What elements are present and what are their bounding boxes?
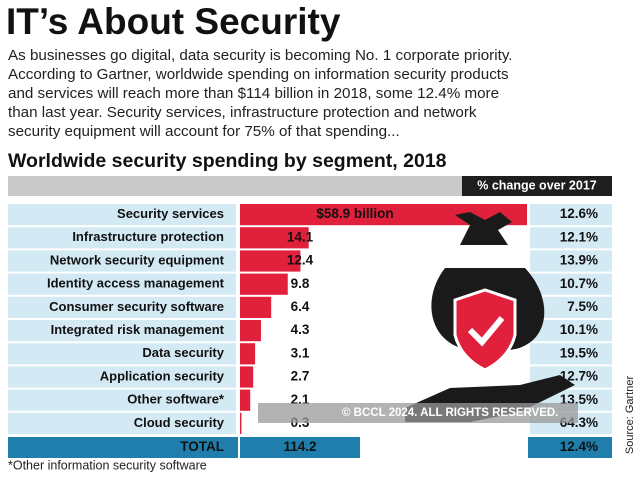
label-cell bbox=[8, 227, 236, 249]
bar bbox=[240, 366, 254, 388]
change-cell bbox=[530, 296, 612, 318]
category-label: Security services bbox=[117, 206, 224, 221]
change-value: 10.7% bbox=[560, 276, 598, 291]
change-value: 13.9% bbox=[560, 253, 598, 268]
bar bbox=[240, 296, 272, 318]
label-cell bbox=[8, 320, 236, 342]
value-label: 4.3 bbox=[291, 322, 310, 337]
change-header: % change over 2017 bbox=[477, 178, 597, 192]
category-label: Data security bbox=[142, 345, 224, 360]
category-label: Network security equipment bbox=[50, 252, 225, 267]
category-label: Infrastructure protection bbox=[72, 229, 224, 244]
category-label: Integrated risk management bbox=[51, 322, 225, 337]
check bbox=[467, 316, 505, 347]
total-label: TOTAL bbox=[180, 439, 224, 454]
change-cell bbox=[530, 227, 612, 249]
bar bbox=[240, 320, 261, 342]
bar bbox=[240, 412, 242, 434]
change-cell bbox=[530, 204, 612, 226]
label-cell bbox=[8, 250, 236, 272]
change-cell bbox=[530, 273, 612, 295]
change-value: 7.5% bbox=[567, 299, 598, 314]
rows: Security services $58.9 billion 12.6% Infra… bbox=[8, 204, 612, 458]
footnote: *Other information security software bbox=[8, 458, 207, 472]
source: Source: Gartner bbox=[624, 376, 636, 455]
shield bbox=[453, 288, 517, 372]
total-value: 114.2 bbox=[283, 439, 316, 454]
value-label: $58.9 billion bbox=[316, 206, 393, 221]
value-label: 12.4 bbox=[287, 253, 314, 268]
category-label: Identity access management bbox=[47, 276, 225, 291]
watermark: © BCCL 2024. ALL RIGHTS RESERVED. bbox=[342, 407, 558, 419]
label-cell bbox=[8, 366, 236, 388]
change-value: 12.6% bbox=[560, 206, 598, 221]
label-cell bbox=[8, 296, 236, 318]
total-change: 12.4% bbox=[560, 439, 598, 454]
category-label: Consumer security software bbox=[49, 299, 224, 314]
header-band bbox=[8, 176, 612, 196]
intro-line: According to Gartner, worldwide spending… bbox=[8, 66, 509, 83]
bar bbox=[240, 389, 251, 411]
header-box bbox=[462, 176, 612, 196]
value-label: 9.8 bbox=[291, 276, 310, 291]
bag-top bbox=[455, 212, 512, 245]
change-cell bbox=[530, 250, 612, 272]
change-cell bbox=[530, 320, 612, 342]
chart-title: Worldwide security spending by segment, … bbox=[8, 150, 447, 172]
intro-line: As businesses go digital, data security … bbox=[8, 47, 513, 64]
intro-line: security equipment will account for 75% … bbox=[8, 123, 400, 140]
change-value: 10.1% bbox=[560, 322, 598, 337]
value-label: 3.1 bbox=[291, 345, 310, 360]
change-value: 12.1% bbox=[560, 229, 598, 244]
value-label: 2.7 bbox=[291, 369, 310, 384]
bar bbox=[240, 273, 288, 295]
category-label: Application security bbox=[100, 368, 225, 383]
label-cell bbox=[8, 204, 236, 226]
bar bbox=[240, 250, 301, 272]
total-gap bbox=[238, 437, 240, 458]
category-label: Other software* bbox=[127, 392, 225, 407]
label-cell bbox=[8, 389, 236, 411]
watermark-band bbox=[258, 403, 578, 423]
total-gap bbox=[360, 437, 528, 458]
bar bbox=[240, 227, 309, 249]
bar bbox=[240, 204, 527, 226]
change-value: 19.5% bbox=[560, 345, 598, 360]
label-cell bbox=[8, 412, 236, 434]
value-label: 14.1 bbox=[287, 229, 314, 244]
intro-line: and services will reach more than $114 b… bbox=[8, 85, 499, 102]
title: IT’s About Security bbox=[6, 1, 341, 42]
value-label: 6.4 bbox=[291, 299, 310, 314]
label-cell bbox=[8, 273, 236, 295]
label-cell bbox=[8, 343, 236, 365]
change-cell bbox=[530, 343, 612, 365]
intro-line: than last year. Security services, infra… bbox=[8, 104, 477, 121]
change-value: 12.7% bbox=[560, 369, 598, 384]
category-label: Cloud security bbox=[134, 415, 225, 430]
bar bbox=[240, 343, 256, 365]
